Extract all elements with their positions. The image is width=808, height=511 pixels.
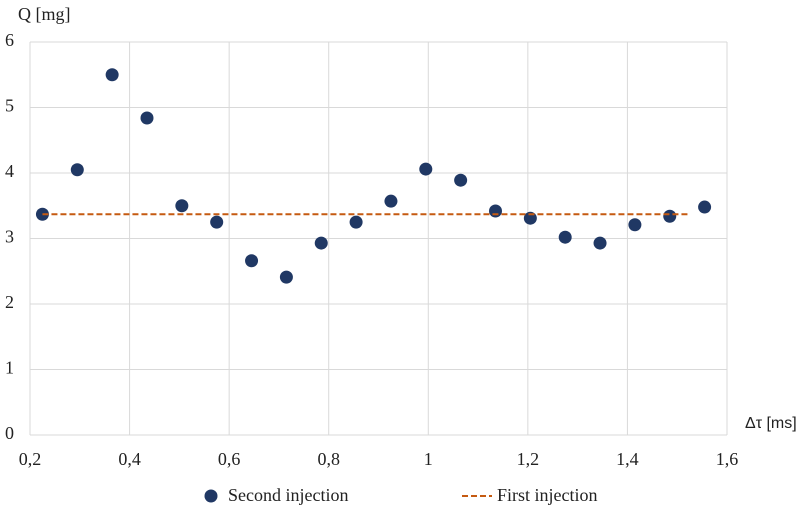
data-point — [210, 215, 224, 229]
x-tick-label: 0,4 — [118, 449, 141, 469]
data-point — [349, 215, 363, 229]
y-axis-label: Q [mg] — [18, 4, 71, 24]
x-axis-label: Δτ [ms] — [745, 415, 797, 432]
legend-label: First injection — [497, 485, 598, 505]
data-point — [698, 200, 712, 214]
y-tick-label: 3 — [5, 227, 14, 247]
data-point — [279, 270, 293, 284]
y-tick-label: 4 — [5, 161, 14, 181]
data-point — [419, 162, 433, 176]
data-point — [628, 218, 642, 232]
data-point — [105, 68, 119, 82]
y-tick-label: 6 — [5, 30, 14, 50]
data-point — [245, 254, 259, 268]
x-tick-label: 0,6 — [218, 449, 241, 469]
data-point — [70, 163, 84, 177]
y-tick-label: 5 — [5, 96, 14, 116]
x-tick-label: 0,2 — [19, 449, 42, 469]
legend-label: Second injection — [228, 485, 348, 505]
y-tick-label: 0 — [5, 423, 14, 443]
y-tick-label: 1 — [5, 358, 14, 378]
x-tick-label: 1 — [424, 449, 433, 469]
data-point — [663, 209, 677, 223]
legend-marker — [204, 489, 218, 503]
data-point — [314, 236, 328, 250]
data-point — [593, 236, 607, 250]
y-tick-label: 2 — [5, 292, 14, 312]
x-tick-label: 1,6 — [716, 449, 739, 469]
data-point — [454, 173, 468, 187]
data-point — [384, 194, 398, 208]
x-tick-label: 0,8 — [317, 449, 340, 469]
data-point — [488, 204, 502, 218]
data-point — [140, 111, 154, 125]
data-point — [558, 230, 572, 244]
data-point — [175, 199, 189, 213]
x-tick-label: 1,2 — [517, 449, 540, 469]
x-tick-label: 1,4 — [616, 449, 639, 469]
